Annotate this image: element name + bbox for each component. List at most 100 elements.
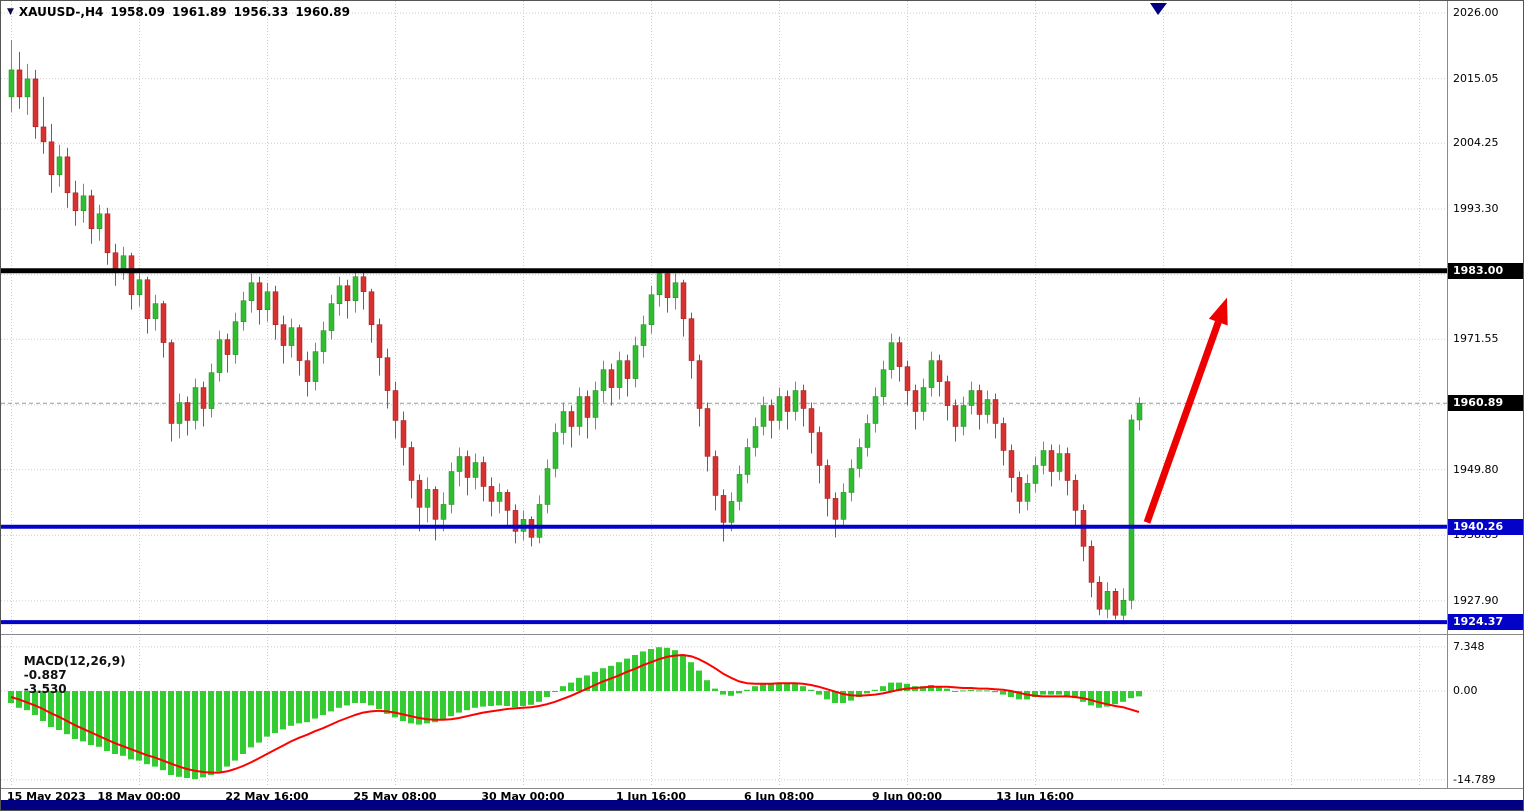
candle-body xyxy=(704,408,711,457)
macd-histogram-bar xyxy=(1112,691,1118,705)
macd-histogram-bar xyxy=(720,691,726,695)
macd-histogram-bar xyxy=(504,691,510,706)
macd-histogram-bar xyxy=(176,691,182,777)
macd-histogram-bar xyxy=(1056,691,1062,695)
macd-histogram-bar xyxy=(464,691,470,711)
macd-histogram-bar xyxy=(304,691,310,723)
candle-body xyxy=(1000,423,1007,451)
candle-body xyxy=(848,468,855,493)
trend-arrow-head xyxy=(1208,297,1228,326)
price-level-badge: 1940.26 xyxy=(1448,519,1523,535)
price-axis-label: 1993.30 xyxy=(1453,202,1499,215)
candle-body xyxy=(896,342,903,367)
candle-body xyxy=(336,285,343,304)
candle-body xyxy=(24,78,31,98)
macd-histogram-bar xyxy=(864,691,870,694)
macd-histogram-bar xyxy=(792,683,798,691)
macd-histogram-bar xyxy=(168,691,174,775)
macd-histogram-bar xyxy=(1008,691,1014,697)
time-axis-label: 25 May 08:00 xyxy=(353,790,437,803)
macd-histogram-bar xyxy=(48,691,54,727)
macd-histogram-bar xyxy=(992,691,998,693)
macd-histogram-bar xyxy=(432,691,438,723)
candle-body xyxy=(176,402,183,424)
macd-histogram-bar xyxy=(1088,691,1094,706)
candle-body xyxy=(96,213,103,230)
macd-histogram-bar xyxy=(1048,691,1054,695)
macd-histogram-bar xyxy=(320,691,326,715)
candle-body xyxy=(264,291,271,310)
candle-body xyxy=(1032,465,1039,484)
macd-histogram-bar xyxy=(712,688,718,691)
candle-body xyxy=(608,369,615,388)
quote-high: 1961.89 xyxy=(172,5,227,19)
price-axis-label: 1927.90 xyxy=(1453,594,1499,607)
candle-body xyxy=(872,396,879,424)
horizontal-scrollbar[interactable] xyxy=(1,800,1523,810)
candle-body xyxy=(368,291,375,325)
candle-body xyxy=(1008,450,1015,478)
macd-histogram-bar xyxy=(544,691,550,697)
quote-open: 1958.09 xyxy=(110,5,165,19)
candle-body xyxy=(280,324,287,346)
candle-body xyxy=(64,156,71,194)
candle-body xyxy=(272,291,279,325)
time-axis-label: 15 May 2023 xyxy=(7,790,86,803)
macd-name: MACD(12,26,9) xyxy=(23,654,126,668)
candle-body xyxy=(880,369,887,397)
macd-histogram-bar xyxy=(1016,691,1022,700)
candle-body xyxy=(864,423,871,448)
candle-body xyxy=(992,399,999,424)
macd-histogram-bar xyxy=(136,691,142,761)
macd-histogram-bar xyxy=(328,691,334,712)
macd-histogram-bar xyxy=(904,683,910,691)
macd-histogram-bar xyxy=(200,691,206,778)
time-axis-label: 9 Jun 00:00 xyxy=(871,790,943,803)
macd-histogram-bar xyxy=(648,649,654,691)
candle-body xyxy=(384,357,391,391)
macd-histogram-bar xyxy=(568,682,574,691)
candle-body xyxy=(568,411,575,427)
candle-body xyxy=(944,381,951,406)
macd-histogram-bar xyxy=(560,686,566,691)
candle-body xyxy=(720,495,727,523)
macd-histogram-bar xyxy=(472,691,478,708)
candle-body xyxy=(656,273,663,295)
macd-histogram-bar xyxy=(784,683,790,691)
candle-body xyxy=(352,276,359,301)
candle-body xyxy=(440,504,447,520)
candle-body xyxy=(912,390,919,412)
candle-body xyxy=(1112,591,1119,616)
candle-body xyxy=(544,468,551,505)
candle-body xyxy=(712,456,719,496)
candle-body xyxy=(672,282,679,298)
candle-body xyxy=(8,69,15,98)
candle-body xyxy=(776,396,783,421)
candle-body xyxy=(480,462,487,487)
price-axis-label: 2004.25 xyxy=(1453,136,1499,149)
candle-body xyxy=(296,327,303,361)
time-axis-label: 18 May 00:00 xyxy=(97,790,181,803)
candle-body xyxy=(80,195,87,212)
macd-histogram-bar xyxy=(72,691,78,739)
macd-histogram-bar xyxy=(1072,691,1078,699)
macd-histogram-bar xyxy=(600,668,606,691)
macd-histogram-bar xyxy=(56,691,62,730)
candle-body xyxy=(984,399,991,415)
candle-body xyxy=(1120,600,1127,616)
candle-body xyxy=(400,420,407,448)
macd-histogram-bar xyxy=(120,691,126,756)
macd-histogram-bar xyxy=(488,691,494,706)
price-level-badge: 1924.37 xyxy=(1448,614,1523,630)
macd-histogram-bar xyxy=(896,682,902,691)
candle-body xyxy=(408,447,415,481)
candle-body xyxy=(208,372,215,409)
candle-body xyxy=(248,282,255,301)
macd-histogram-bar xyxy=(440,691,446,720)
macd-histogram-bar xyxy=(336,691,342,708)
macd-histogram-bar xyxy=(408,691,414,724)
candle-body xyxy=(40,126,47,143)
collapse-triangle-icon[interactable]: ▼ xyxy=(7,7,14,17)
